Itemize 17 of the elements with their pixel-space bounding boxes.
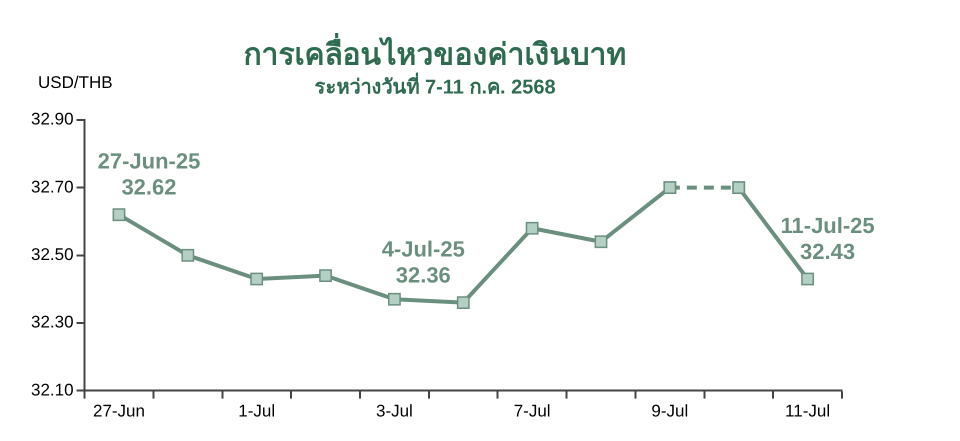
x-tick-label: 7-Jul: [514, 401, 551, 420]
y-tick-label: 32.90: [30, 110, 74, 129]
chart-subtitle: ระหว่างวันที่ 7-11 ก.ค. 2568: [314, 72, 556, 99]
chart-title: การเคลื่อนไหวของค่าเงินบาท: [244, 32, 626, 72]
y-tick-label: 32.30: [30, 312, 74, 332]
x-tick-label: 9-Jul: [651, 401, 688, 420]
y-tick-label: 32.50: [30, 244, 74, 264]
x-tick-label: 1-Jul: [238, 401, 276, 420]
x-tick-label: 3-Jul: [376, 401, 413, 420]
y-tick-label: 32.70: [30, 177, 74, 196]
y-axis-title: USD/THB: [38, 73, 113, 92]
x-tick-label: 27-Jun: [92, 401, 145, 420]
annotation: 27-Jun-25 32.62: [98, 148, 200, 200]
x-tick-label: 11-Jul: [785, 401, 830, 420]
annotation: 4-Jul-25 32.36: [382, 236, 465, 288]
y-tick-label: 32.10: [30, 380, 74, 400]
annotation: 11-Jul-25 32.43: [780, 212, 875, 264]
